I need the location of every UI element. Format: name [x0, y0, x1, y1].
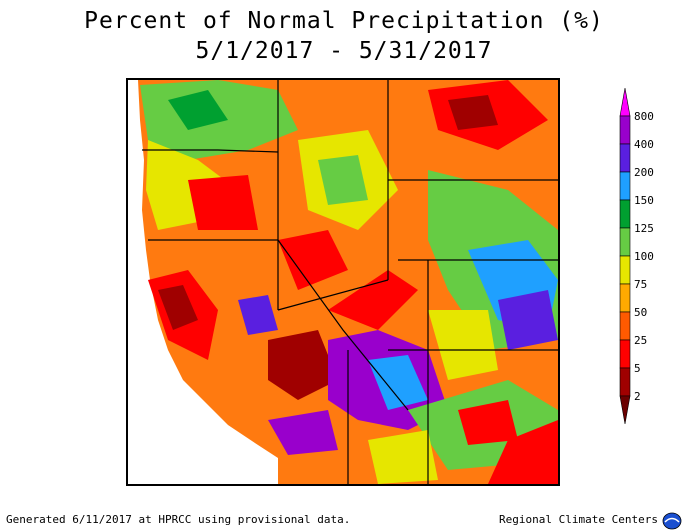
- legend-label: 125: [634, 222, 654, 235]
- precip-region: [278, 230, 348, 290]
- precip-region: [428, 310, 498, 380]
- legend-swatch: [619, 283, 631, 313]
- precip-region: [368, 430, 438, 484]
- precip-region: [268, 410, 338, 455]
- precip-region: [368, 355, 428, 410]
- legend-swatch: [619, 227, 631, 257]
- legend-label: 150: [634, 194, 654, 207]
- rcc-logo: [662, 512, 682, 530]
- legend-swatch: [619, 367, 631, 397]
- legend-label: 100: [634, 250, 654, 263]
- legend-label: 75: [634, 278, 647, 291]
- map-date-range: 5/1/2017 - 5/31/2017: [195, 38, 493, 64]
- state-boundaries: [142, 80, 558, 484]
- legend-label: 2: [634, 390, 641, 403]
- legend-swatch: [619, 255, 631, 285]
- rcc-credit: Regional Climate Centers: [499, 513, 658, 526]
- legend-swatch: [619, 115, 631, 145]
- generated-note: Generated 6/11/2017 at HPRCC using provi…: [6, 513, 351, 526]
- legend-label: 50: [634, 306, 647, 319]
- legend-swatch: [619, 87, 631, 117]
- precip-region: [318, 155, 368, 205]
- map-title: Percent of Normal Precipitation (%): [84, 8, 604, 34]
- precip-region: [328, 270, 418, 330]
- precip-region: [168, 90, 228, 130]
- legend-swatch: [619, 395, 631, 425]
- precipitation-map: [126, 78, 560, 486]
- legend-swatch: [619, 143, 631, 173]
- legend-label: 200: [634, 166, 654, 179]
- legend-swatch: [619, 339, 631, 369]
- legend-colorbar: 800 400 200 150 125 100 75 50 25 5 2: [619, 87, 654, 425]
- precip-region: [158, 285, 198, 330]
- precip-region: [268, 330, 338, 400]
- legend-swatch: [619, 311, 631, 341]
- legend-label: 5: [634, 362, 641, 375]
- precip-region: [498, 290, 558, 350]
- precip-region: [488, 420, 558, 484]
- legend-label: 800: [634, 110, 654, 123]
- precip-region: [188, 175, 258, 230]
- precip-region: [448, 95, 498, 130]
- legend-swatch: [619, 171, 631, 201]
- legend: 800 400 200 150 125 100 75 50 25 5 2: [612, 78, 688, 458]
- map-canvas: [128, 80, 558, 484]
- ocean-area: [128, 80, 278, 484]
- legend-label: 25: [634, 334, 647, 347]
- precip-region: [238, 295, 278, 335]
- legend-swatch: [619, 199, 631, 229]
- precip-region: [458, 400, 518, 445]
- legend-label: 400: [634, 138, 654, 151]
